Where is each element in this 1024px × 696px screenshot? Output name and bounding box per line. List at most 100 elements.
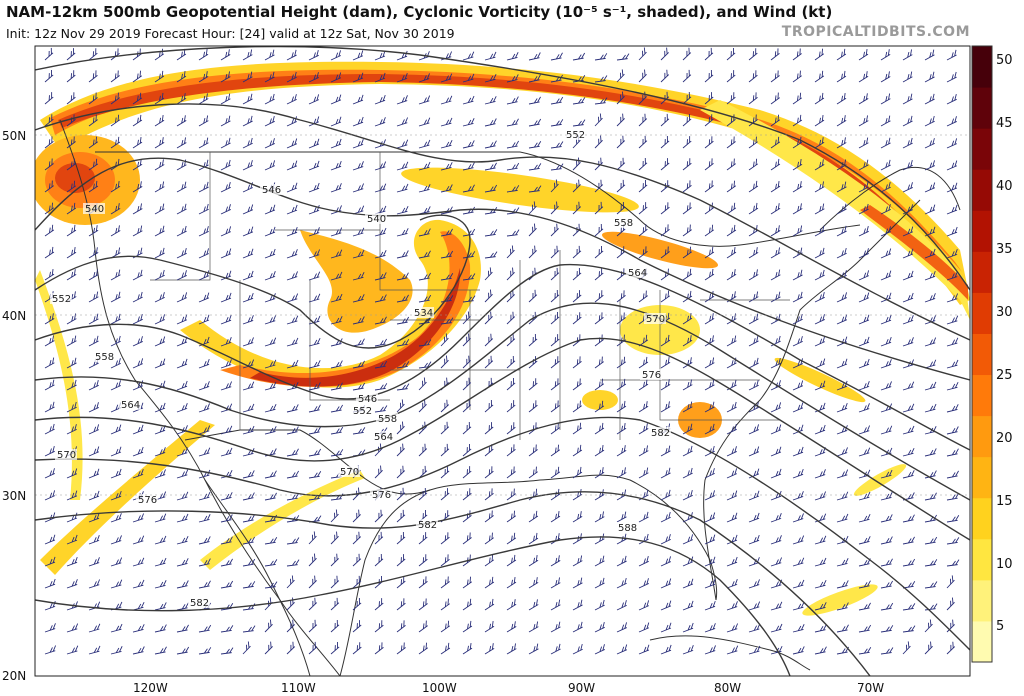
wind-barb [572, 245, 582, 259]
wind-barb [264, 337, 277, 347]
wind-barb [330, 597, 340, 611]
wind-barb [176, 159, 187, 171]
wind-barb [44, 357, 55, 369]
wind-barb [462, 311, 471, 325]
wind-barb [198, 536, 211, 545]
wind-barb [550, 141, 564, 149]
wind-barb [924, 138, 935, 149]
wind-barb [44, 468, 55, 479]
wind-barb [132, 159, 143, 171]
wind-barb [924, 115, 935, 127]
wind-barb [946, 359, 959, 369]
wind-barb [396, 361, 410, 369]
wind-barb [374, 642, 384, 655]
wind-barb [946, 49, 957, 61]
wind-barb [858, 513, 871, 523]
wind-barb [264, 116, 275, 127]
wind-barb [132, 424, 144, 435]
wind-barb [418, 139, 431, 149]
wind-barb [308, 575, 317, 589]
wind-barb [220, 536, 233, 545]
wind-barb [682, 534, 694, 545]
contour-label: 552 [353, 406, 372, 417]
wind-barb [462, 273, 476, 281]
wind-barb [264, 381, 277, 391]
wind-barb [792, 92, 803, 105]
wind-barb [748, 136, 758, 149]
wind-barb [242, 581, 256, 589]
wind-barb [902, 71, 913, 83]
wind-barb [440, 295, 454, 303]
wind-barb [616, 467, 627, 479]
wind-barb [396, 183, 409, 193]
wind-barb [44, 379, 55, 391]
wind-barb [572, 444, 583, 457]
wind-barb [154, 292, 165, 303]
wind-barb [748, 645, 761, 655]
wind-barb [264, 315, 277, 325]
wind-barb [242, 381, 255, 391]
wind-barb [396, 383, 410, 391]
wind-barb [902, 292, 914, 303]
wind-barb [418, 184, 431, 193]
contour-label: 582 [418, 520, 437, 531]
wind-barb [198, 514, 211, 523]
wind-barb [110, 468, 122, 479]
wind-barb [418, 598, 428, 611]
wind-barb [286, 559, 300, 567]
wind-barb [594, 157, 604, 171]
wind-barb [880, 314, 892, 325]
wind-barb [770, 225, 781, 237]
wind-barb [594, 555, 605, 567]
wind-barb [88, 92, 98, 105]
wind-barb [462, 399, 472, 413]
wind-barb [770, 358, 781, 369]
wind-barb [528, 400, 538, 413]
wind-barb [638, 556, 649, 567]
contour-label-bg [372, 431, 394, 442]
wind-barb [858, 425, 871, 435]
wind-barb [748, 291, 759, 303]
colorbar-tick: 45 [996, 116, 1013, 131]
wind-barb [902, 93, 913, 105]
wind-barb [638, 224, 648, 237]
lon-label: 110W [281, 681, 316, 695]
wind-barb [264, 536, 278, 545]
wind-barb [396, 338, 410, 347]
wind-barb [726, 623, 739, 633]
wind-barb [550, 599, 561, 611]
wind-barb [352, 427, 366, 435]
wind-barb [462, 532, 472, 545]
wind-barb [264, 619, 273, 633]
wind-barb [484, 355, 494, 369]
wind-barb [704, 313, 715, 325]
wind-barb [704, 224, 715, 237]
wind-barb [154, 269, 165, 281]
brand-watermark[interactable]: TROPICALTIDBITS.COM [781, 24, 970, 40]
wind-barb [286, 182, 298, 193]
wind-barb [242, 71, 253, 83]
wind-barb [330, 94, 342, 105]
colorbar-tick: 35 [996, 242, 1013, 257]
wind-barb [726, 446, 737, 457]
wind-barb [638, 423, 649, 435]
wind-barb [220, 115, 231, 127]
wind-barb [66, 224, 77, 237]
wind-barb [858, 602, 871, 611]
wind-barb [814, 181, 825, 193]
wind-barb [308, 448, 322, 457]
wind-barb [506, 333, 516, 347]
wind-barb [880, 469, 893, 479]
wind-barb [748, 379, 759, 391]
wind-barb [572, 52, 586, 61]
wind-barb [330, 509, 339, 523]
wind-barb [220, 248, 232, 259]
wind-barb [616, 378, 627, 391]
wind-barb [902, 49, 913, 61]
wind-barb [550, 52, 563, 61]
wind-barb [550, 223, 560, 237]
contour-label-bg [640, 369, 662, 380]
wind-barb [176, 491, 189, 501]
wind-barb [682, 246, 693, 259]
wind-barb [880, 49, 891, 61]
